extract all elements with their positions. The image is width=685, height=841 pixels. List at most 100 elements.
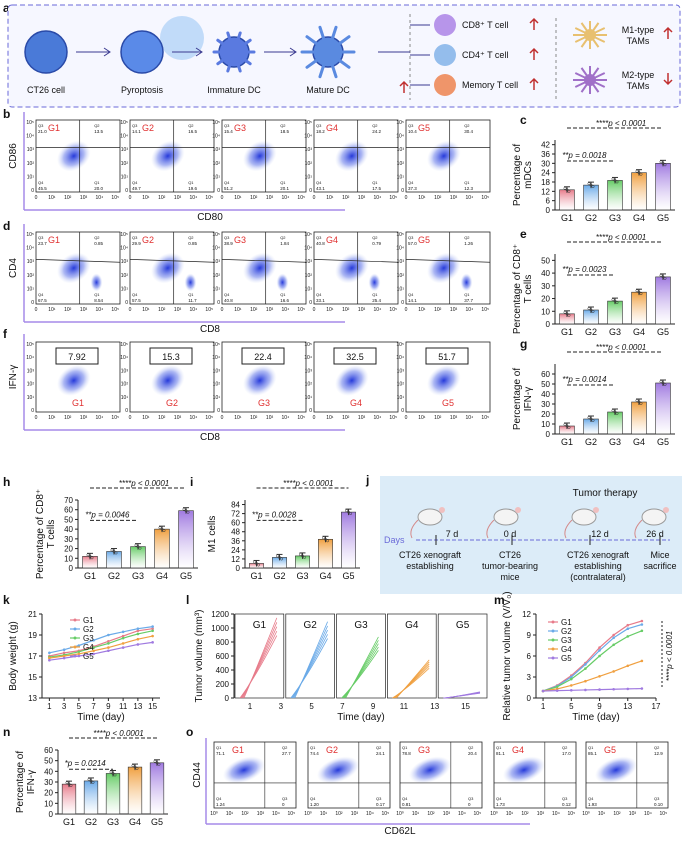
dendrite <box>318 63 326 79</box>
bar <box>61 783 77 815</box>
quad-value: 13.5 <box>94 129 103 134</box>
y-tick-label: 60 <box>541 370 550 379</box>
panel-letter: h <box>3 475 10 489</box>
data-point <box>587 182 591 186</box>
y-axis-label: Percentage of CD8⁺ <box>512 244 523 334</box>
quad-name: Q3 <box>38 123 44 128</box>
quad-value: 16.5 <box>188 129 197 134</box>
panel-letter: a <box>3 1 10 15</box>
group-label: G1 <box>48 123 60 133</box>
quad-name: Q4 <box>408 292 414 297</box>
data-point <box>567 313 571 317</box>
panel-letter: m <box>494 593 505 607</box>
series-point <box>612 636 615 640</box>
series-point <box>640 629 644 633</box>
quad-name: Q2 <box>94 235 100 240</box>
data-point <box>155 761 159 765</box>
bar <box>631 401 647 435</box>
flow-plot-G2: 00 10¹ 10¹ 10² 10² 10³ 10³ 10⁴ 10⁴ 10⁵ 10⁵ G2 Q314.1… <box>120 119 215 201</box>
data-point <box>637 290 641 294</box>
data-point <box>661 381 665 385</box>
density-cloud <box>335 140 369 172</box>
flow-plot-G5: 00 10¹ 10¹ 10² 10² 10³ 10³ 10⁴ 10⁴ 10⁵ 10⁵ G5 Q310.4… <box>396 119 491 201</box>
tumor-curve <box>341 650 379 699</box>
data-point <box>182 507 186 511</box>
data-point <box>160 527 164 531</box>
panel-letter: n <box>3 725 10 739</box>
tick-label: 10⁰ <box>582 811 590 817</box>
tick-label: 10³ <box>537 811 545 817</box>
data-point <box>280 557 283 561</box>
data-point <box>639 402 643 405</box>
data-point <box>135 767 139 771</box>
tick-label: 10¹ <box>27 174 35 180</box>
tick-label: 10¹ <box>234 307 242 313</box>
data-point <box>162 529 166 533</box>
tick-label: 10¹ <box>27 286 35 292</box>
series-point <box>569 684 573 687</box>
x-tick-label: 3 <box>279 702 284 711</box>
tick-label: 10³ <box>397 368 405 374</box>
tick-label: 0 <box>125 300 128 306</box>
tick-label: 10³ <box>257 811 265 817</box>
tick-label: 10⁵ <box>382 811 390 817</box>
tick-label: 10⁵ <box>120 232 128 238</box>
x-tick-label: 13 <box>623 702 632 711</box>
gate <box>241 347 285 365</box>
legend-label: G5 <box>561 654 572 663</box>
tick-label: 0 <box>129 195 132 201</box>
tick-label: 0 <box>31 300 34 306</box>
group-label: G1 <box>72 398 84 408</box>
tumor-curve <box>290 638 328 699</box>
series-point <box>569 689 573 692</box>
sig-label: *p = 0.0214 <box>65 759 107 768</box>
series-line <box>49 635 153 659</box>
y-tick-label: 800 <box>216 638 230 647</box>
x-tick-label: 3 <box>62 702 67 711</box>
series-line <box>543 687 642 692</box>
y-tick-label: 0 <box>225 694 230 703</box>
y-tick-label: 3 <box>527 673 532 682</box>
flow-arrow <box>76 47 111 57</box>
x-tick-label: G3 <box>132 571 144 581</box>
y-axis-label: Percentage of CD8⁺ <box>35 489 46 579</box>
tick-label: 10⁵ <box>26 120 34 126</box>
dendrite <box>337 58 351 69</box>
tick-label: 10² <box>64 307 72 313</box>
bar <box>607 411 623 435</box>
legend-label: G3 <box>561 636 572 645</box>
sig-label: **p = 0.0018 <box>562 151 607 160</box>
tick-label: 10³ <box>27 368 35 374</box>
subplot-title: G5 <box>456 620 470 631</box>
step-label: mice <box>500 572 519 582</box>
sig-label: ****p < 0.0001 <box>596 119 647 128</box>
tick-label: 10¹ <box>418 307 426 313</box>
quad-value: 57.0 <box>408 241 417 246</box>
y-axis-label: Percentage of <box>15 751 26 813</box>
tick-label: 10² <box>342 307 350 313</box>
legend-label: G4 <box>561 645 572 654</box>
tick-label: 10¹ <box>305 174 313 180</box>
tick-label: 10² <box>250 415 258 421</box>
subplot-frame <box>285 613 335 699</box>
quad-name: Q3 <box>408 235 414 240</box>
tumor-curve <box>292 629 328 699</box>
quad-name: Q1 <box>188 180 194 185</box>
data-point <box>153 759 157 763</box>
timeline-bg <box>380 476 682 594</box>
subplot-title: G2 <box>304 620 318 631</box>
tick-label: 10¹ <box>213 395 221 401</box>
y-tick-label: 13 <box>28 694 37 703</box>
tick-label: 10³ <box>450 307 458 313</box>
group-label: G3 <box>234 235 246 245</box>
y-tick-label: 6 <box>527 652 532 661</box>
tick-label: 10¹ <box>27 395 35 401</box>
quad-name: Q3 <box>468 796 474 801</box>
quad-value: 20.0 <box>94 186 103 191</box>
step-label: establishing <box>406 561 454 571</box>
x-tick-label: 11 <box>400 702 409 711</box>
data-point <box>589 183 593 187</box>
series-point <box>640 623 644 626</box>
